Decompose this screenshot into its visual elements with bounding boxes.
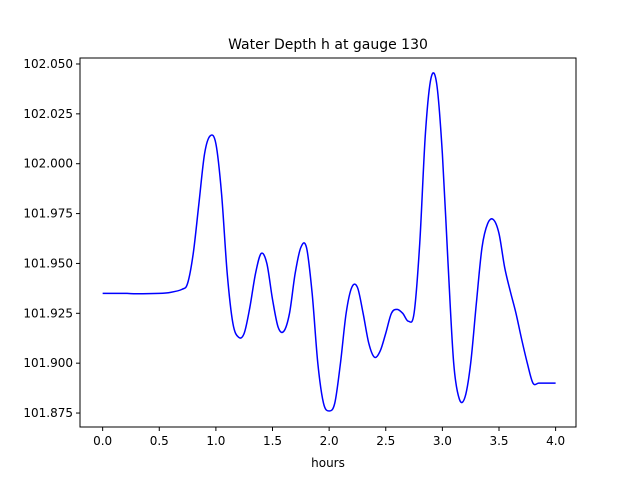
x-tick-label: 0.5 bbox=[150, 434, 169, 448]
y-tick-label: 101.925 bbox=[23, 306, 73, 320]
x-tick-label: 3.5 bbox=[489, 434, 508, 448]
y-tick-label: 102.025 bbox=[23, 107, 73, 121]
y-tick-label: 102.000 bbox=[23, 157, 73, 171]
y-tick-label: 101.900 bbox=[23, 356, 73, 370]
x-tick-label: 1.5 bbox=[263, 434, 282, 448]
y-axis-ticks: 101.875 101.900 101.925 101.950 101.975 102.0… bbox=[23, 57, 80, 420]
x-tick-label: 3.0 bbox=[433, 434, 452, 448]
plot-area bbox=[79, 57, 577, 428]
y-tick-label: 101.950 bbox=[23, 256, 73, 270]
x-tick-label: 2.5 bbox=[376, 434, 395, 448]
y-tick-label: 102.050 bbox=[23, 57, 73, 71]
x-axis-label: hours bbox=[311, 456, 345, 470]
y-tick-label: 101.875 bbox=[23, 406, 73, 420]
chart-title: Water Depth h at gauge 130 bbox=[228, 37, 428, 53]
plot-frame bbox=[79, 57, 577, 428]
y-tick-label: 101.975 bbox=[23, 207, 73, 221]
x-axis-ticks: 0.0 0.5 1.0 1.5 2.0 2.5 3.0 3.5 4.0 bbox=[93, 427, 565, 448]
series-line bbox=[102, 72, 556, 412]
x-tick-label: 0.0 bbox=[93, 434, 112, 448]
x-tick-label: 2.0 bbox=[320, 434, 339, 448]
x-tick-label: 1.0 bbox=[206, 434, 225, 448]
x-tick-label: 4.0 bbox=[546, 434, 565, 448]
